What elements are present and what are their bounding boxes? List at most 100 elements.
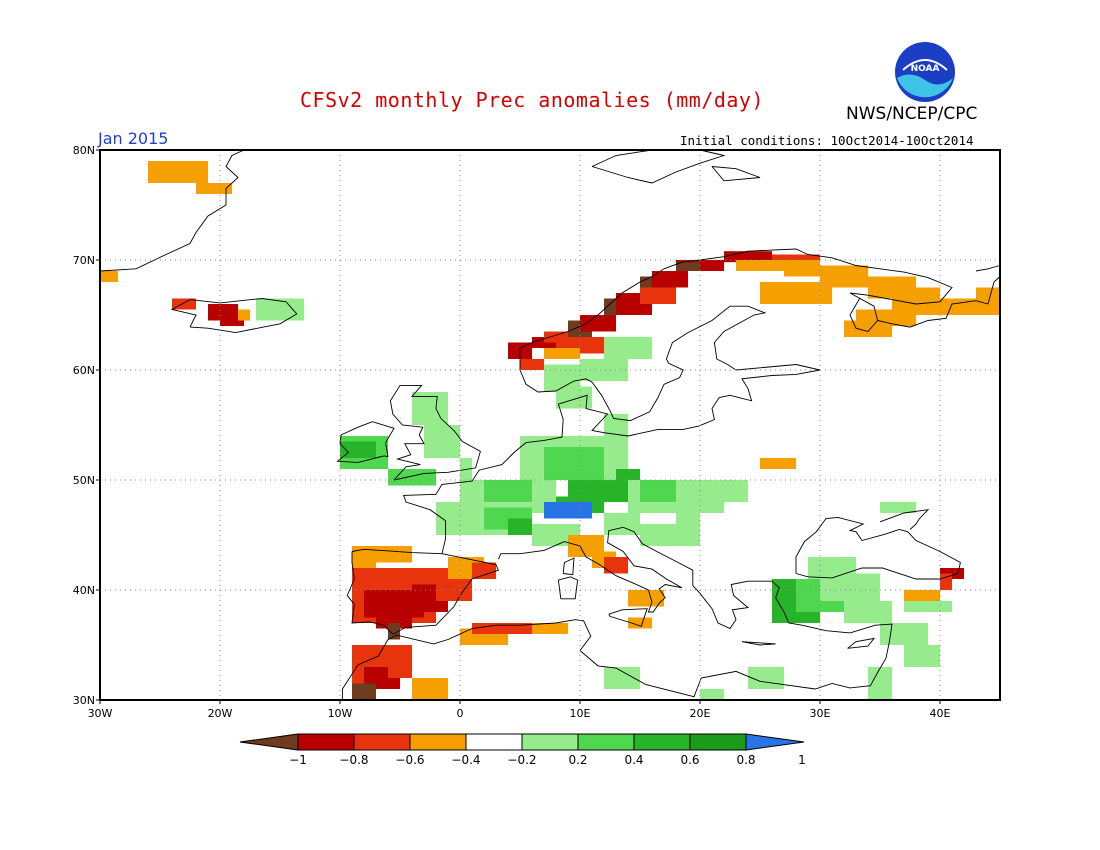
anomaly-cell <box>100 271 118 282</box>
anomaly-cell <box>472 623 532 634</box>
anomaly-cell <box>352 683 376 700</box>
anomaly-cell <box>544 447 604 480</box>
anomaly-cell <box>580 359 628 381</box>
anomaly-cell <box>652 271 688 288</box>
coastline <box>557 576 579 600</box>
lat-tick-label: 80N <box>73 144 95 157</box>
anomaly-cell <box>604 337 652 359</box>
map-frame <box>99 149 1001 701</box>
colorbar-label: −0.4 <box>451 753 480 767</box>
coastline <box>402 369 821 554</box>
colorbar-label: −0.8 <box>339 753 368 767</box>
colorbar-label: 0.6 <box>680 753 699 767</box>
lon-tick-label: 10E <box>570 707 591 720</box>
colorbar-segment <box>297 733 355 751</box>
anomaly-cells <box>100 161 1000 700</box>
colorbar: −1 −0.8 −0.6 −0.4 −0.2 0.2 0.4 0.6 0.8 1 <box>239 733 806 767</box>
colorbar-segment <box>465 733 523 751</box>
lat-tick-label: 30N <box>73 694 95 707</box>
anomaly-cell <box>976 287 1000 304</box>
anomaly-cell <box>196 183 232 194</box>
noaa-logo: NOAA <box>893 40 957 104</box>
map-gridlines <box>100 150 1000 700</box>
coastline <box>847 637 876 649</box>
lon-tick-label: 30W <box>88 707 113 720</box>
coastline <box>562 557 575 576</box>
anomaly-cell <box>736 260 784 271</box>
colorbar-label: 0.2 <box>568 753 587 767</box>
lat-tick-label: 70N <box>73 254 95 267</box>
colorbar-segment <box>577 733 635 751</box>
coastline <box>591 149 726 184</box>
initial-conditions-label: Initial conditions: 10Oct2014-10Oct2014 <box>680 133 974 148</box>
anomaly-cell <box>676 502 700 524</box>
anomaly-cell <box>868 276 916 299</box>
anomaly-cell <box>604 557 628 574</box>
coastline <box>849 298 878 333</box>
anomaly-cell <box>760 458 796 469</box>
chart-title: CFSv2 monthly Prec anomalies (mm/day) <box>300 88 765 112</box>
anomaly-cell <box>238 309 250 321</box>
anomaly-cell <box>760 282 832 304</box>
coastline <box>975 265 1001 272</box>
coastline <box>346 548 500 635</box>
anomaly-cell <box>472 562 496 579</box>
anomaly-cell <box>376 606 412 629</box>
anomaly-cell <box>880 623 928 645</box>
anomaly-cell <box>604 667 640 689</box>
anomaly-cell <box>604 513 640 535</box>
anomaly-cell <box>904 601 952 612</box>
colorbar-label: −1 <box>289 753 307 767</box>
anomaly-cell <box>580 315 616 332</box>
coastline <box>795 516 961 580</box>
coastline <box>336 421 395 463</box>
anomaly-cell <box>700 480 748 502</box>
lon-tick-label: 40E <box>930 707 951 720</box>
anomaly-cell <box>484 480 532 502</box>
coastline <box>389 384 481 481</box>
colorbar-arrow-low <box>239 733 299 751</box>
colorbar-segment <box>409 733 467 751</box>
anomaly-cell <box>628 590 664 607</box>
lat-tick-label: 40N <box>73 584 95 597</box>
coastline <box>99 149 245 272</box>
colorbar-segment <box>353 733 411 751</box>
anomaly-cell <box>904 645 940 667</box>
colorbar-segment <box>521 733 579 751</box>
lon-tick-label: 30E <box>810 707 831 720</box>
colorbar-label: −0.2 <box>507 753 536 767</box>
svg-text:NOAA: NOAA <box>911 64 940 74</box>
colorbar-arrow-high <box>745 733 805 751</box>
lat-tick-label: 60N <box>73 364 95 377</box>
anomaly-cell <box>844 601 892 623</box>
coastlines <box>99 149 1001 700</box>
coastline <box>608 608 648 627</box>
colorbar-segment <box>689 733 747 751</box>
colorbar-label: 0.4 <box>624 753 643 767</box>
coastline <box>879 509 930 530</box>
anomaly-cell <box>544 502 592 519</box>
anomaly-cell <box>556 386 592 409</box>
anomaly-cell <box>532 623 568 634</box>
anomaly-cell <box>628 617 652 629</box>
lon-tick-label: 20E <box>690 707 711 720</box>
anomaly-cell <box>904 590 940 601</box>
anomaly-cell <box>724 251 772 263</box>
anomaly-cell <box>424 425 460 458</box>
anomaly-cell <box>148 161 208 183</box>
anomaly-cell <box>784 260 820 277</box>
anomaly-cell <box>508 518 532 535</box>
anomaly-cell <box>676 262 700 271</box>
lon-tick-label: 20W <box>208 707 233 720</box>
colorbar-label: 1 <box>798 753 806 767</box>
anomaly-cell <box>856 309 916 326</box>
anomaly-cell <box>748 667 784 689</box>
axis-ticks: 30W 20W 10W 0 10E 20E 30E 40E 30N 40N 50N 60N 70N 80N <box>73 144 951 720</box>
anomaly-cell <box>808 557 856 579</box>
anomaly-cell <box>880 502 916 513</box>
colorbar-label: 0.8 <box>736 753 755 767</box>
anomaly-cell <box>544 348 580 359</box>
anomaly-cell <box>520 359 544 370</box>
anomaly-cell <box>772 254 820 260</box>
